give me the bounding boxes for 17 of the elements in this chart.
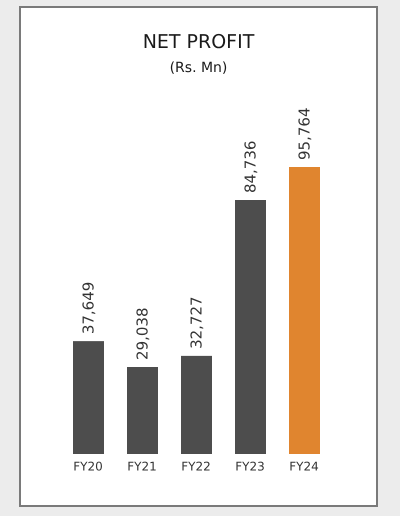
chart-subtitle: (Rs. Mn) [168, 59, 228, 78]
data-label: 37,649 [80, 282, 98, 334]
bar [289, 167, 320, 454]
bar [235, 200, 266, 454]
x-tick-label: FY24 [289, 460, 319, 474]
bar [73, 341, 104, 454]
x-tick-label: FY22 [181, 460, 211, 474]
data-label: 29,038 [134, 307, 152, 360]
chart-title: NET PROFIT [142, 30, 256, 54]
x-tick-label: FY23 [235, 460, 265, 474]
data-label: 32,727 [188, 296, 206, 349]
x-tick-label: FY21 [127, 460, 157, 474]
x-tick-label: FY20 [73, 460, 103, 474]
bar [181, 356, 212, 454]
bar [127, 366, 158, 454]
data-label: 95,764 [296, 108, 314, 160]
data-label: 84,736 [242, 140, 260, 194]
